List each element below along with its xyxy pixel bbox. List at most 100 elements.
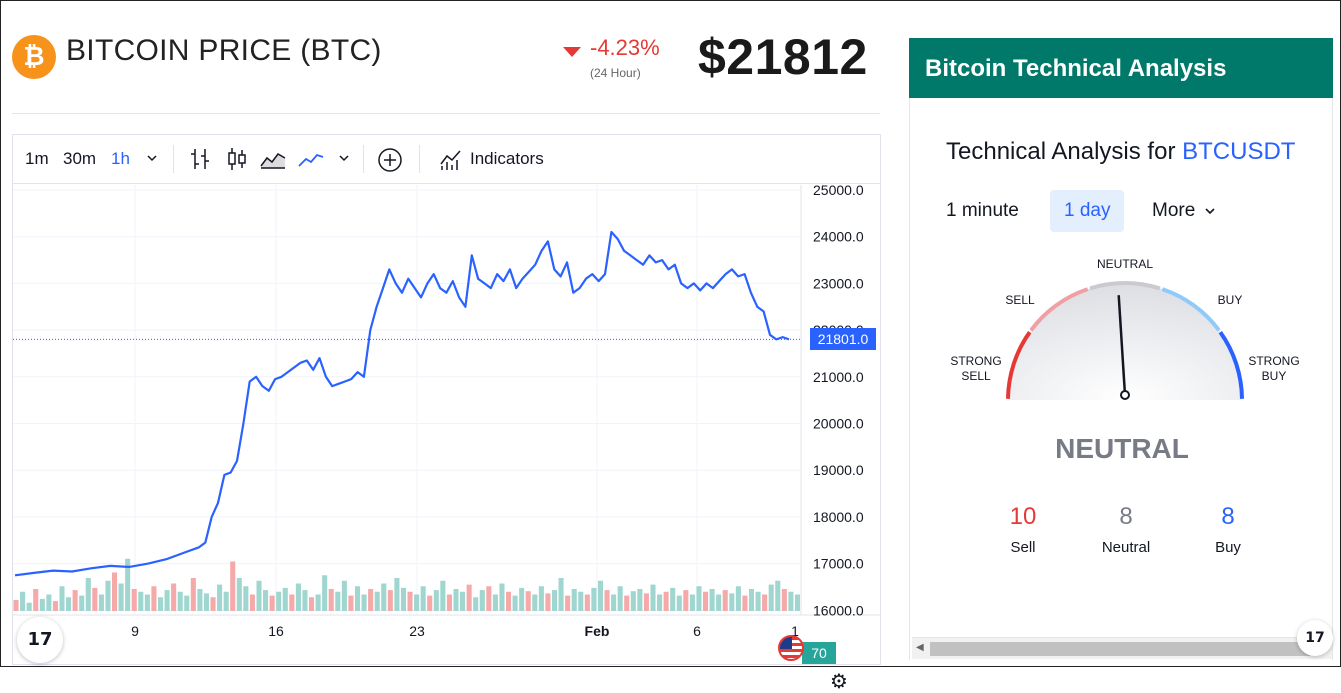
price-change-period: (24 Hour) — [590, 66, 641, 80]
chevron-down-icon — [1205, 208, 1215, 215]
gauge-pivot — [1120, 390, 1130, 400]
volume-bar — [427, 595, 433, 611]
volume-bar — [223, 591, 229, 611]
volume-bar — [735, 586, 741, 611]
volume-bar — [381, 583, 387, 611]
volume-bar — [394, 578, 400, 611]
volume-bar — [591, 587, 597, 611]
volume-bar — [565, 595, 571, 611]
volume-bar — [361, 594, 367, 611]
y-tick-label: 23000.0 — [813, 275, 864, 291]
count-buy-label: Buy — [1215, 539, 1241, 556]
y-tick-label: 25000.0 — [813, 185, 864, 198]
interval-1h-button[interactable]: 1h — [111, 149, 130, 168]
volume-bar — [309, 597, 315, 611]
volume-bar — [66, 597, 72, 611]
current-price: $21812 — [698, 29, 868, 85]
volume-bar — [414, 594, 420, 611]
x-tick-label: 23 — [409, 623, 425, 639]
volume-bar — [322, 575, 328, 611]
area-chart-icon[interactable] — [259, 146, 287, 177]
volume-bar — [92, 587, 98, 611]
bitcoin-icon: ₿ — [12, 35, 56, 79]
volume-bar — [39, 598, 45, 611]
volume-bar — [203, 593, 209, 611]
tradingview-logo-small[interactable]: 17 — [1297, 620, 1333, 656]
volume-bar — [683, 590, 689, 611]
volume-bar — [335, 591, 341, 611]
volume-bar — [118, 583, 124, 611]
chart-plot-area[interactable]: 25000.024000.023000.022000.021000.020000… — [13, 185, 880, 693]
volume-bar — [164, 590, 170, 611]
x-tick-label: 1 — [791, 623, 799, 639]
interval-30m-button[interactable]: 30m — [63, 149, 97, 168]
volume-bar — [545, 593, 551, 611]
chevron-down-icon[interactable] — [145, 151, 159, 170]
toolbar-separator — [419, 145, 420, 173]
volume-bar — [775, 580, 781, 611]
volume-bar — [624, 595, 630, 611]
price-line — [14, 230, 790, 577]
count-sell: 10 Sell — [973, 503, 1073, 556]
volume-bar — [703, 591, 709, 611]
volume-bar — [276, 591, 282, 611]
gauge-label-sell: SELL — [1005, 293, 1035, 307]
volume-bar — [643, 593, 649, 611]
volume-bar — [637, 589, 643, 611]
us-flag-icon[interactable] — [778, 635, 804, 661]
scroll-left-icon[interactable]: ◀ — [916, 642, 924, 653]
volume-bar — [460, 591, 466, 611]
volume-bar — [282, 587, 288, 611]
volume-bar — [46, 594, 52, 611]
volume-bar — [558, 578, 564, 611]
gauge-label-strong-buy-2: BUY — [1262, 369, 1287, 383]
volume-bar — [197, 589, 203, 611]
indicators-button[interactable]: Indicators — [470, 149, 544, 168]
timeframe-more[interactable]: More — [1138, 190, 1231, 232]
volume-bar — [72, 590, 78, 611]
volume-bar — [131, 589, 137, 611]
timeframe-1-day[interactable]: 1 day — [1050, 190, 1125, 232]
indicators-icon[interactable] — [439, 146, 463, 177]
volume-bar — [151, 586, 157, 611]
volume-bar — [210, 597, 216, 611]
volume-bar — [551, 590, 558, 611]
volume-bar — [578, 591, 584, 611]
volume-bar — [755, 591, 761, 611]
volume-bar — [492, 594, 498, 611]
price-chart: 25000.024000.023000.022000.021000.020000… — [13, 185, 880, 639]
volume-bar — [440, 580, 446, 611]
volume-bar — [663, 591, 669, 611]
line-chart-icon[interactable] — [297, 146, 325, 177]
tradingview-logo[interactable]: 17 — [17, 617, 63, 663]
volume-bar — [729, 593, 735, 611]
interval-1m-button[interactable]: 1m — [25, 149, 49, 168]
ta-symbol-link[interactable]: BTCUSDT — [1182, 138, 1296, 165]
bars-chart-icon[interactable] — [188, 146, 212, 177]
candles-chart-icon[interactable] — [225, 146, 249, 177]
volume-bar — [676, 595, 682, 611]
y-tick-label: 20000.0 — [813, 416, 864, 432]
volume-bar — [525, 591, 531, 611]
count-sell-label: Sell — [1010, 539, 1036, 556]
scrollbar-thumb[interactable] — [930, 642, 1310, 656]
timeframe-1-minute[interactable]: 1 minute — [946, 200, 1019, 221]
volume-bar — [125, 558, 131, 611]
volume-bar — [217, 584, 223, 611]
horizontal-scrollbar[interactable]: ◀ — [912, 637, 1332, 659]
chevron-down-icon[interactable] — [337, 151, 351, 170]
y-tick-label: 16000.0 — [813, 602, 864, 618]
gauge-label-strong-sell-2: SELL — [961, 369, 991, 383]
volume-bar — [519, 587, 525, 611]
ta-header-title: Bitcoin Technical Analysis — [925, 55, 1227, 82]
volume-bar — [26, 602, 32, 611]
x-tick-label: Feb — [585, 623, 610, 639]
gear-icon[interactable]: ⚙ — [830, 669, 848, 693]
volume-bar — [512, 595, 518, 611]
compare-add-icon[interactable] — [377, 147, 403, 178]
volume-bar — [722, 590, 728, 611]
volume-bar — [486, 586, 492, 611]
volume-bar — [190, 578, 196, 611]
volume-bar — [762, 594, 768, 611]
volume-bar — [236, 578, 242, 611]
